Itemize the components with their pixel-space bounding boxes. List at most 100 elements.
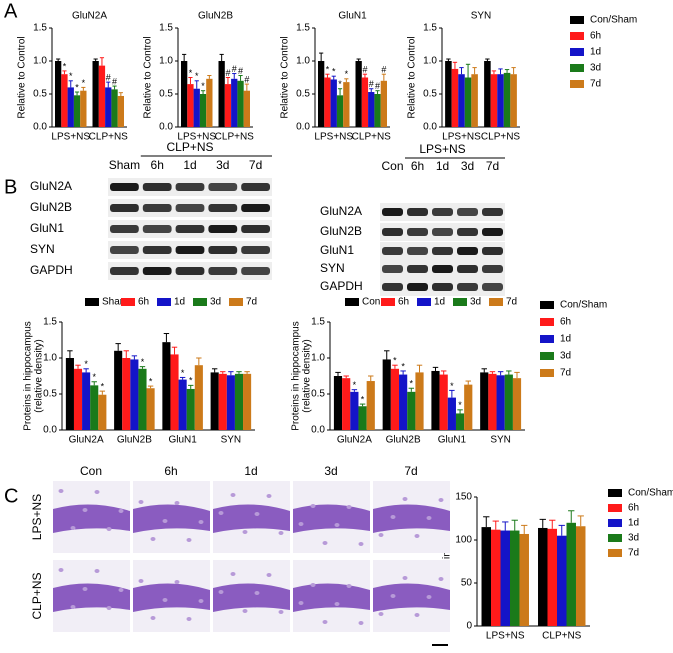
legend-label: Sham <box>102 297 128 308</box>
cell <box>186 617 192 621</box>
legend-swatch <box>453 298 467 306</box>
cell-layer <box>213 583 290 612</box>
y-tick-label: 0.0 <box>43 425 57 436</box>
blot-band <box>110 267 139 275</box>
bar <box>343 82 350 127</box>
significance: * <box>361 394 365 404</box>
significance: * <box>353 380 357 390</box>
cell <box>438 498 444 502</box>
bar <box>218 373 227 430</box>
legend-swatch <box>608 534 622 542</box>
bar <box>415 372 424 430</box>
cell <box>310 504 316 508</box>
lane-label: 6h <box>151 158 164 172</box>
blot-band <box>110 225 139 233</box>
bar <box>122 358 131 430</box>
bar <box>199 94 207 127</box>
bar <box>500 530 510 626</box>
cell <box>402 497 408 501</box>
y-tick-label: 1.5 <box>33 23 47 34</box>
blot-band <box>208 225 238 233</box>
bar <box>234 373 244 430</box>
x-tick-label: LPS+NS <box>177 132 216 143</box>
cell <box>278 610 284 614</box>
legend-swatch <box>540 335 554 343</box>
cell <box>242 530 248 534</box>
cell <box>58 568 64 572</box>
cell <box>438 577 444 581</box>
bar <box>447 397 456 430</box>
bar <box>496 375 505 430</box>
cell <box>278 531 284 535</box>
significance: # <box>375 81 380 91</box>
legend-swatch <box>157 298 171 306</box>
blot-band <box>142 183 172 191</box>
cell <box>198 520 204 524</box>
cell <box>118 509 124 513</box>
blot-band <box>142 204 172 212</box>
y-tick-label: 100 <box>455 535 472 546</box>
blot-band <box>382 228 403 236</box>
x-tick-label: SYN <box>490 435 511 446</box>
blot-row-label: GluN1 <box>30 221 64 235</box>
y-tick-label: 0.0 <box>311 425 325 436</box>
cell <box>266 573 272 577</box>
legend-label: 6h <box>138 297 149 308</box>
bar <box>243 373 252 430</box>
blot-band <box>241 204 270 212</box>
significance: * <box>82 78 86 88</box>
micrograph-column: 6h <box>164 464 177 478</box>
cell <box>94 569 100 573</box>
y-tick-label: 1.0 <box>311 353 325 364</box>
cell <box>198 599 204 603</box>
significance: # <box>244 74 249 84</box>
chart-title: GluN1 <box>338 11 367 22</box>
cell <box>82 587 88 591</box>
cell <box>334 602 340 606</box>
cell <box>426 595 432 599</box>
blot-row-label: GluN2A <box>30 179 72 193</box>
bar <box>390 368 400 430</box>
legend-swatch <box>570 48 584 56</box>
panel-label: B <box>4 176 17 198</box>
blot-group: LPS+NS <box>419 142 465 156</box>
x-tick-label: SYN <box>221 435 242 446</box>
bar <box>366 381 375 430</box>
significance: * <box>84 359 88 369</box>
blot-band <box>110 204 139 212</box>
cell <box>218 590 224 594</box>
y-tick-label: 0.0 <box>423 122 437 133</box>
cell <box>298 601 304 605</box>
blot-band <box>432 228 453 236</box>
cell <box>334 523 340 527</box>
cell-layer <box>53 504 130 533</box>
y-axis-label: Relative to Control <box>17 36 28 118</box>
y-axis-label: (relative density) <box>34 339 45 412</box>
bar <box>55 61 62 127</box>
y-axis-label: Proteins in hippocampus <box>23 321 34 431</box>
blot-band <box>407 208 428 216</box>
blot-band <box>175 225 205 233</box>
bar <box>73 368 83 430</box>
blot-band <box>142 246 172 254</box>
cell <box>358 542 364 546</box>
bar <box>90 385 99 430</box>
blot-band <box>208 204 238 212</box>
cell <box>414 534 420 538</box>
bar <box>117 95 124 127</box>
x-tick-label: CLP+NS <box>352 132 392 143</box>
cell <box>138 500 144 504</box>
bar <box>399 374 408 430</box>
bar <box>178 379 187 430</box>
bar <box>67 87 74 127</box>
blot-band <box>457 208 478 216</box>
y-tick-label: 0.0 <box>296 122 310 133</box>
bar <box>464 77 472 127</box>
micrograph-column: 3d <box>324 464 337 478</box>
bar <box>480 372 489 430</box>
bar <box>92 61 99 127</box>
bar <box>194 365 203 430</box>
x-tick-label: GluN2A <box>69 435 104 446</box>
significance: # <box>238 66 243 76</box>
bar <box>445 61 452 127</box>
